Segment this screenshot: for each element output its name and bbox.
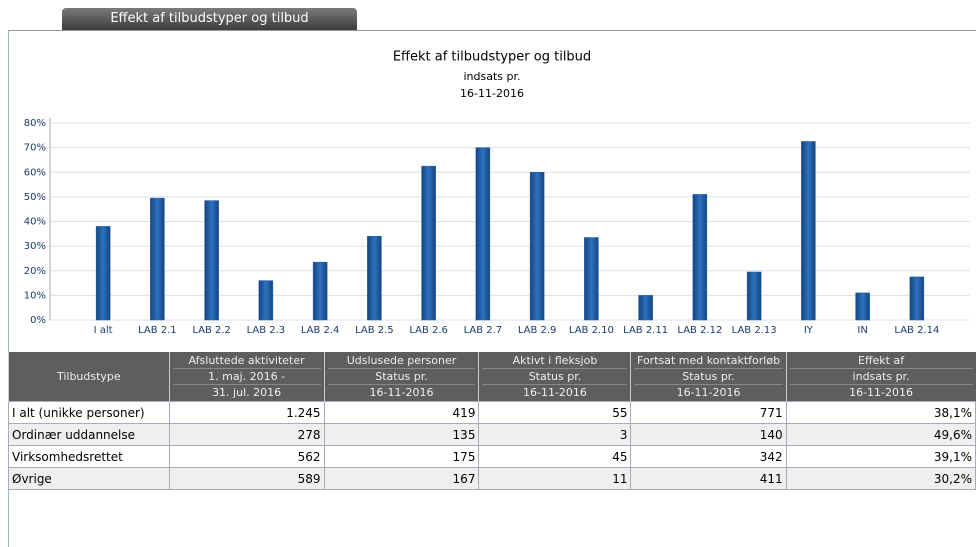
bar <box>746 271 762 321</box>
tab[interactable]: Effekt af tilbudstyper og tilbud <box>62 8 357 30</box>
x-tick-label: LAB 2.7 <box>464 325 503 336</box>
table-cell: 135 <box>323 423 480 446</box>
table-cell: Ordinær uddannelse <box>8 423 170 446</box>
table-cell: 39,1% <box>785 445 976 468</box>
x-tick-label: LAB 2.1 <box>138 325 177 336</box>
table-row: Øvrige 589 167 11 411 30,2% <box>8 467 976 490</box>
table-cell: 45 <box>478 445 632 468</box>
table-row: Virksomhedsrettet 562 175 45 342 39,1% <box>8 445 976 468</box>
table-cell: 562 <box>168 445 325 468</box>
x-tick-label: LAB 2.2 <box>192 325 231 336</box>
chart-subtitle: 16-11-2016 <box>460 87 524 100</box>
bar <box>638 295 653 321</box>
table-cell: 771 <box>630 401 787 424</box>
header-line: 16-11-2016 <box>849 386 914 399</box>
header-line: Aktivt i fleksjob <box>482 353 628 369</box>
x-tick-label: I alt <box>94 325 113 336</box>
table-cell: 140 <box>630 423 787 446</box>
header-line: Tilbudstype <box>56 370 121 383</box>
header-line: 31. jul. 2016 <box>212 386 282 399</box>
chart-title: Effekt af tilbudstyper og tilbud <box>393 50 591 65</box>
header-line: 16-11-2016 <box>522 386 587 399</box>
x-tick-label: LAB 2.9 <box>518 325 557 336</box>
table-cell: 342 <box>630 445 787 468</box>
x-tick-label: LAB 2.13 <box>732 325 777 336</box>
y-tick-label: 80% <box>24 118 46 129</box>
x-tick-label: LAB 2.14 <box>894 325 939 336</box>
table-cell: 175 <box>323 445 480 468</box>
x-tick-label: IY <box>804 325 814 336</box>
x-tick-label: IN <box>857 325 867 336</box>
bar <box>909 276 925 321</box>
table-cell: 419 <box>323 401 480 424</box>
table-cell: 278 <box>168 423 325 446</box>
table-cell: 11 <box>478 467 632 490</box>
header-line: 1. maj. 2016 - <box>172 369 321 385</box>
table-cell: 38,1% <box>785 401 976 424</box>
x-tick-label: LAB 2.6 <box>409 325 448 336</box>
x-tick-label: LAB 2.11 <box>623 325 668 336</box>
x-tick-label: LAB 2.3 <box>247 325 286 336</box>
table-cell: 411 <box>630 467 787 490</box>
panel <box>8 30 976 547</box>
column-header: Fortsat med kontaktforløb Status pr. 16-11… <box>630 352 787 402</box>
table-cell: Øvrige <box>8 467 170 490</box>
y-tick-label: 10% <box>24 290 46 301</box>
table-cell: 167 <box>323 467 480 490</box>
bar <box>95 226 111 321</box>
bar <box>150 197 165 321</box>
header-line: Udslusede personer <box>327 353 476 369</box>
table-row: Ordinær uddannelse 278 135 3 140 49,6% <box>8 423 976 446</box>
table-cell: I alt (unikke personer) <box>8 401 170 424</box>
y-tick-label: 40% <box>24 217 46 228</box>
header-line: indsats pr. <box>789 369 973 385</box>
data-table: Tilbudstype Afsluttede aktiviteter 1. maj.… <box>8 352 976 490</box>
column-header: Aktivt i fleksjob Status pr. 16-11-2016 <box>478 352 631 402</box>
header-line: 16-11-2016 <box>676 386 741 399</box>
header-line: Fortsat med kontaktforløb <box>634 353 783 369</box>
bar <box>584 237 599 321</box>
table-cell: 3 <box>478 423 632 446</box>
bar <box>312 261 328 321</box>
header-line: Afsluttede aktiviteter <box>172 353 321 369</box>
table-cell: 49,6% <box>785 423 976 446</box>
y-tick-label: 60% <box>24 167 46 178</box>
bar <box>204 200 219 321</box>
x-tick-label: LAB 2.10 <box>569 325 614 336</box>
column-header: Effekt af indsats pr. 16-11-2016 <box>785 352 976 402</box>
bar <box>421 165 436 321</box>
bar <box>801 141 816 321</box>
table-cell: 589 <box>168 467 325 490</box>
bar <box>692 194 708 321</box>
x-tick-label: LAB 2.12 <box>677 325 722 336</box>
table-row: I alt (unikke personer) 1.245 419 55 771 38,1… <box>8 401 976 424</box>
y-tick-label: 30% <box>24 241 46 252</box>
chart: Effekt af tilbudstyper og tilbud indsats… <box>24 50 970 336</box>
y-tick-label: 50% <box>24 192 46 203</box>
bar <box>529 172 545 321</box>
header-line: 16-11-2016 <box>369 386 434 399</box>
header-line: Effekt af <box>789 353 973 369</box>
x-tick-label: LAB 2.5 <box>355 325 394 336</box>
x-tick-label: LAB 2.4 <box>301 325 340 336</box>
header-line: Status pr. <box>482 369 628 385</box>
header-line: Status pr. <box>634 369 783 385</box>
bar <box>367 236 382 321</box>
column-header: Afsluttede aktiviteter 1. maj. 2016 -31. … <box>168 352 325 402</box>
column-header: Udslusede personer Status pr. 16-11-2016 <box>323 352 479 402</box>
chart-subtitle: indsats pr. <box>463 70 520 83</box>
y-tick-label: 20% <box>24 266 46 277</box>
bar <box>855 292 870 321</box>
bar <box>258 280 274 321</box>
column-header: Tilbudstype <box>8 352 170 402</box>
bar <box>475 147 491 321</box>
y-tick-label: 70% <box>24 143 46 154</box>
table-cell: 1.245 <box>168 401 325 424</box>
table-cell: 30,2% <box>785 467 976 490</box>
table-cell: 55 <box>478 401 632 424</box>
header-line: Status pr. <box>327 369 476 385</box>
y-tick-label: 0% <box>30 315 46 326</box>
table-cell: Virksomhedsrettet <box>8 445 170 468</box>
